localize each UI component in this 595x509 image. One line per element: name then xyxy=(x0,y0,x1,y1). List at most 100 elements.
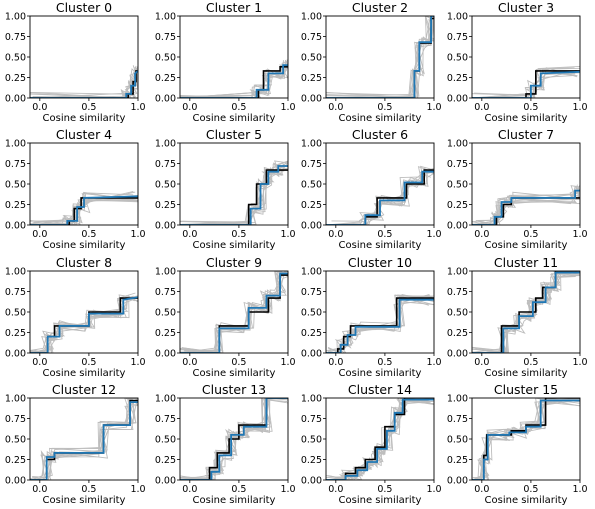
y-tick-label: 0.00 xyxy=(301,220,322,231)
plot-area xyxy=(472,271,580,353)
y-tick-label: 1.00 xyxy=(301,393,322,404)
cluster-panel-7: Cluster 7 0.0 0.5 1.0 0.00 0.25 0.50 0.75 1.00 Co… xyxy=(447,127,588,251)
x-axis-label: Cosine similarity xyxy=(43,495,126,506)
x-tick-label: 1.0 xyxy=(572,484,587,495)
y-tick-label: 0.75 xyxy=(301,287,322,298)
y-tick-label: 0.75 xyxy=(5,159,26,170)
mean-series-line xyxy=(180,165,288,225)
axes-frame xyxy=(471,15,581,99)
cluster-panel-9: Cluster 9 0.0 0.5 1.0 0.00 0.25 0.50 0.75 1.00 Co… xyxy=(155,255,296,379)
x-axis-label: Cosine similarity xyxy=(193,113,276,124)
y-tick-label: 0.00 xyxy=(447,348,468,359)
x-tick-label: 0.0 xyxy=(32,229,47,240)
reference-series-line xyxy=(472,271,580,353)
x-tick-label: 1.0 xyxy=(426,229,441,240)
x-tick-label: 1.0 xyxy=(572,102,587,113)
mean-series-line xyxy=(180,272,288,353)
y-tick-label: 0.75 xyxy=(301,159,322,170)
cluster-panel-11: Cluster 11 0.0 0.5 1.0 0.00 0.25 0.50 0.75 1.00 C… xyxy=(447,255,588,379)
y-tick-label: 0.25 xyxy=(447,73,468,84)
x-axis-label: Cosine similarity xyxy=(485,240,568,251)
background-trace xyxy=(326,399,434,480)
axes-frame xyxy=(29,142,139,226)
background-trace xyxy=(326,398,430,480)
panel-title: Cluster 9 xyxy=(206,255,262,270)
plot-area xyxy=(180,160,288,225)
plot-area xyxy=(180,59,288,98)
y-tick-label: 0.75 xyxy=(447,287,468,298)
background-trace xyxy=(30,405,138,480)
y-tick-label: 0.50 xyxy=(447,434,468,445)
background-trace xyxy=(181,271,287,353)
x-tick-label: 1.0 xyxy=(130,484,145,495)
mean-series-line xyxy=(30,195,138,225)
x-tick-label: 0.5 xyxy=(523,102,538,113)
background-trace xyxy=(472,183,579,225)
y-tick-label: 0.00 xyxy=(447,93,468,104)
cluster-panel-6: Cluster 6 0.0 0.5 1.0 0.00 0.25 0.50 0.75 1.00 Co… xyxy=(301,127,442,251)
x-tick-label: 0.0 xyxy=(32,484,47,495)
background-trace xyxy=(326,19,434,98)
y-tick-label: 0.75 xyxy=(5,32,26,43)
x-axis-label: Cosine similarity xyxy=(485,113,568,124)
y-tick-label: 0.75 xyxy=(155,159,176,170)
background-trace xyxy=(31,292,136,353)
x-tick-label: 0.5 xyxy=(231,357,246,368)
x-tick-label: 0.0 xyxy=(328,484,343,495)
mean-series-line xyxy=(472,189,580,225)
panel-title: Cluster 1 xyxy=(206,0,262,15)
mean-series-line xyxy=(30,401,138,480)
x-tick-label: 1.0 xyxy=(280,229,295,240)
x-tick-label: 1.0 xyxy=(130,229,145,240)
y-tick-label: 0.50 xyxy=(447,179,468,190)
background-trace xyxy=(476,274,580,353)
cluster-panel-0: Cluster 0 0.0 0.5 1.0 0.00 0.25 0.50 0.75 1.00 Co… xyxy=(5,0,146,124)
y-tick-label: 0.50 xyxy=(301,179,322,190)
panel-title: Cluster 7 xyxy=(498,127,554,142)
cluster-panel-15: Cluster 15 0.0 0.5 1.0 0.00 0.25 0.50 0.75 1.00 C… xyxy=(447,382,588,506)
background-trace xyxy=(183,398,288,480)
y-tick-label: 1.00 xyxy=(155,266,176,277)
y-tick-label: 1.00 xyxy=(447,266,468,277)
y-tick-label: 0.00 xyxy=(5,93,26,104)
background-trace xyxy=(328,16,434,98)
reference-series-line xyxy=(30,197,138,225)
y-tick-label: 0.00 xyxy=(447,220,468,231)
x-tick-label: 0.5 xyxy=(523,229,538,240)
y-tick-label: 0.50 xyxy=(447,307,468,318)
x-tick-label: 0.5 xyxy=(231,484,246,495)
x-axis-label: Cosine similarity xyxy=(43,368,126,379)
x-tick-label: 1.0 xyxy=(130,102,145,113)
background-trace xyxy=(180,271,288,353)
background-trace xyxy=(475,185,580,225)
plot-area xyxy=(472,65,580,98)
panel-title: Cluster 3 xyxy=(498,0,554,15)
y-tick-label: 0.25 xyxy=(301,455,322,466)
x-tick-label: 0.0 xyxy=(182,357,197,368)
panel-title: Cluster 15 xyxy=(494,382,558,397)
x-tick-label: 0.5 xyxy=(81,357,96,368)
x-tick-label: 0.0 xyxy=(328,102,343,113)
x-tick-label: 1.0 xyxy=(426,102,441,113)
mean-series-line xyxy=(326,170,434,225)
y-tick-label: 1.00 xyxy=(447,393,468,404)
plot-area xyxy=(472,183,580,225)
background-trace xyxy=(476,185,580,225)
y-tick-label: 1.00 xyxy=(5,266,26,277)
x-tick-label: 0.5 xyxy=(377,484,392,495)
y-tick-label: 0.75 xyxy=(5,414,26,425)
y-tick-label: 0.25 xyxy=(447,328,468,339)
y-tick-label: 0.75 xyxy=(447,414,468,425)
panel-title: Cluster 6 xyxy=(352,127,408,142)
background-trace xyxy=(30,294,135,351)
x-tick-label: 0.5 xyxy=(231,102,246,113)
background-trace xyxy=(476,187,580,225)
background-trace xyxy=(32,398,138,478)
cluster-panel-8: Cluster 8 0.0 0.5 1.0 0.00 0.25 0.50 0.75 1.00 Co… xyxy=(5,255,146,379)
background-trace xyxy=(477,398,580,480)
background-trace xyxy=(30,295,138,353)
x-axis-label: Cosine similarity xyxy=(43,240,126,251)
y-tick-label: 1.00 xyxy=(447,11,468,22)
panel-title: Cluster 4 xyxy=(56,127,112,142)
y-tick-label: 0.25 xyxy=(155,328,176,339)
